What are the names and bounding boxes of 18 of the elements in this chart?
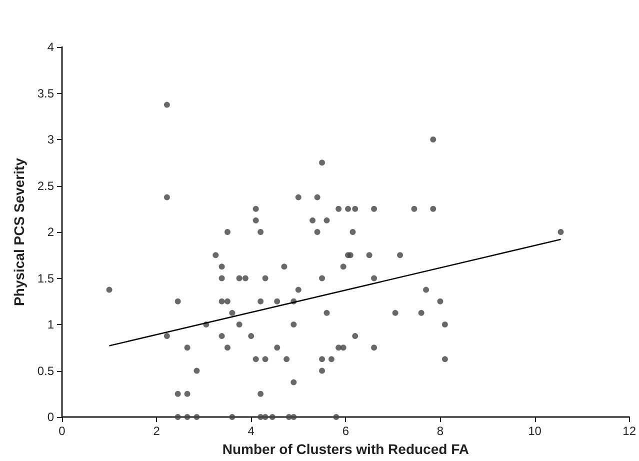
y-tick-label: 4 — [47, 40, 54, 54]
y-tick-label: 0 — [47, 410, 54, 424]
y-tick-label: 3.5 — [37, 86, 54, 100]
x-tick-label: 0 — [58, 424, 66, 438]
x-tick-label: 2 — [153, 424, 160, 438]
x-tick-label: 10 — [528, 424, 542, 438]
x-tick-label: 6 — [342, 424, 350, 438]
y-tick-label: 2.5 — [37, 178, 54, 193]
x-tick-label: 4 — [248, 424, 255, 438]
y-tick-label: 1 — [47, 318, 54, 332]
y-tick-label: 1.5 — [37, 271, 54, 286]
y-tick-label: 3 — [47, 132, 54, 146]
x-tick-label: 8 — [436, 424, 444, 438]
y-axis-title: Physical PCS Severity — [11, 158, 27, 306]
y-tick-label: 2 — [47, 225, 54, 239]
y-tick-label: 0.5 — [37, 364, 54, 378]
x-axis-title: Number of Clusters with Reduced FA — [222, 440, 469, 457]
x-tick-label: 12 — [622, 424, 636, 438]
